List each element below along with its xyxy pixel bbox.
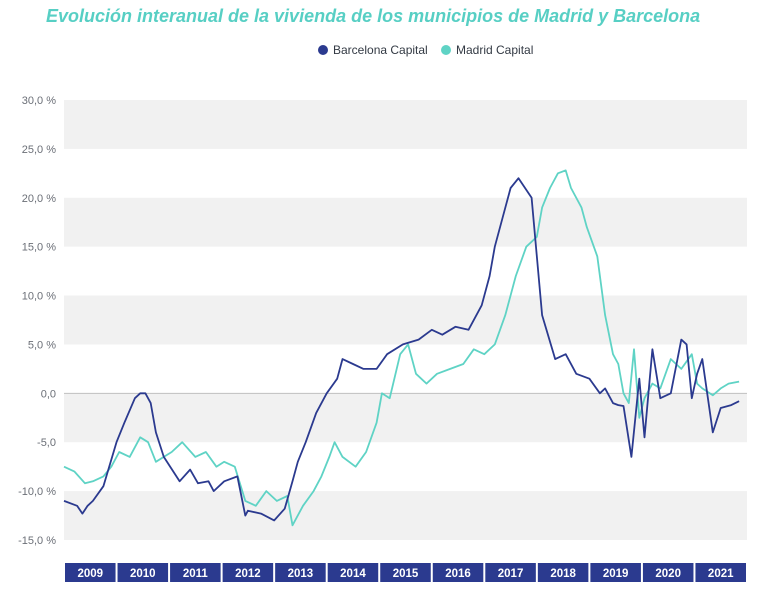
x-tick-label: 2017	[498, 568, 524, 580]
legend-marker-madrid	[441, 45, 451, 55]
chart-title: Evolución interanual de la vivienda de l…	[46, 6, 701, 26]
x-tick-label: 2018	[550, 568, 576, 580]
legend-label-barcelona: Barcelona Capital	[333, 43, 428, 57]
y-tick-label: 25,0 %	[22, 144, 56, 156]
legend: Barcelona Capital Madrid Capital	[318, 43, 533, 57]
y-tick-label: 10,0 %	[22, 291, 56, 303]
y-tick-label: 30,0 %	[22, 95, 56, 107]
legend-marker-barcelona	[318, 45, 328, 55]
x-tick-label: 2021	[708, 568, 734, 580]
x-year-block	[170, 563, 221, 582]
grid-band	[64, 295, 747, 345]
y-axis-ticks: 30,0 % 25,0 % 20,0 % 15,0 % 10,0 % 5,0 % 0,0 -5…	[18, 95, 56, 547]
x-year-block	[380, 563, 431, 582]
legend-item-madrid[interactable]: Madrid Capital	[441, 43, 533, 57]
x-tick-label: 2020	[655, 568, 681, 580]
grid-band	[64, 100, 747, 149]
x-year-block	[117, 563, 169, 582]
x-tick-label: 2015	[393, 568, 419, 580]
x-year-block	[432, 563, 484, 582]
x-year-block	[537, 563, 589, 582]
y-tick-label: 0,0	[41, 388, 56, 400]
series-lines	[63, 169, 740, 527]
y-tick-label: 20,0 %	[22, 193, 56, 205]
x-year-block	[327, 563, 379, 582]
x-tick-label: 2019	[603, 568, 629, 580]
y-tick-label: -15,0 %	[18, 535, 56, 547]
x-tick-label: 2012	[235, 568, 261, 580]
y-tick-label: 5,0 %	[28, 339, 56, 351]
x-tick-label: 2013	[288, 568, 314, 580]
x-year-block	[485, 563, 536, 582]
x-year-block	[695, 563, 746, 582]
background-bands	[64, 100, 747, 540]
x-tick-label: 2011	[183, 568, 209, 580]
legend-item-barcelona[interactable]: Barcelona Capital	[318, 43, 428, 57]
series-line-barcelona	[63, 177, 740, 522]
x-year-block	[590, 563, 641, 582]
x-year-block	[642, 563, 694, 582]
legend-label-madrid: Madrid Capital	[456, 43, 533, 57]
x-year-block	[65, 563, 116, 582]
x-year-block	[275, 563, 326, 582]
y-tick-label: -5,0	[37, 437, 56, 449]
y-tick-label: -10,0 %	[18, 486, 56, 498]
series-line-madrid	[63, 169, 740, 527]
x-year-block	[222, 563, 274, 582]
x-tick-label: 2014	[340, 568, 366, 580]
grid-band	[64, 197, 747, 247]
grid-band	[64, 491, 747, 540]
x-tick-label: 2016	[445, 568, 471, 580]
x-tick-label: 2009	[77, 568, 103, 580]
y-tick-label: 15,0 %	[22, 242, 56, 254]
x-tick-label: 2010	[130, 568, 156, 580]
x-axis-bar: 2009 2010 2011 2012 2013 2014 2015 2016 2017 2018…	[65, 563, 746, 582]
